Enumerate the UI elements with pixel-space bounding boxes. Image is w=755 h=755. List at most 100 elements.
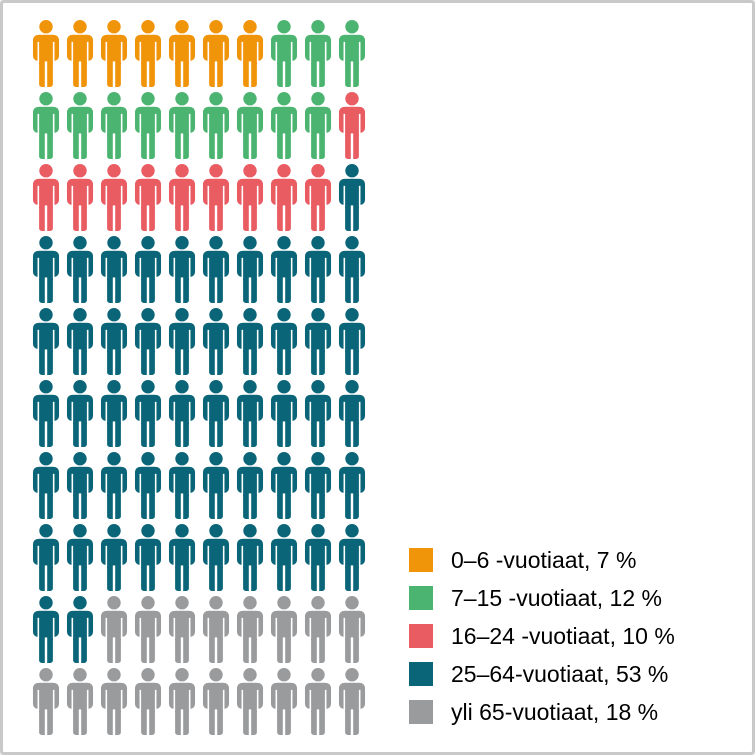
- person-icon: [303, 92, 333, 159]
- person-icon: [337, 380, 367, 447]
- person-icon: [65, 452, 95, 519]
- person-icon: [167, 92, 197, 159]
- person-icon: [269, 380, 299, 447]
- person-icon: [269, 308, 299, 375]
- person-icon: [201, 92, 231, 159]
- person-icon: [201, 164, 231, 231]
- person-icon: [99, 452, 129, 519]
- person-icon: [133, 20, 163, 87]
- person-icon: [31, 236, 61, 303]
- legend-item: yli 65-vuotiaat, 18 %: [409, 700, 675, 724]
- legend-item: 25–64-vuotiaat, 53 %: [409, 662, 675, 686]
- person-icon: [235, 380, 265, 447]
- person-icon: [133, 380, 163, 447]
- person-icon: [99, 236, 129, 303]
- person-icon: [99, 596, 129, 663]
- person-icon: [303, 164, 333, 231]
- person-icon: [133, 164, 163, 231]
- legend-item: 0–6 -vuotiaat, 7 %: [409, 548, 675, 572]
- person-icon: [99, 668, 129, 735]
- person-icon: [65, 20, 95, 87]
- person-icon: [167, 380, 197, 447]
- person-icon: [133, 236, 163, 303]
- person-icon: [99, 20, 129, 87]
- person-icon: [31, 92, 61, 159]
- person-icon: [269, 596, 299, 663]
- person-icon: [235, 20, 265, 87]
- person-icon: [31, 596, 61, 663]
- person-icon: [133, 308, 163, 375]
- person-icon: [167, 308, 197, 375]
- person-icon: [337, 92, 367, 159]
- person-icon: [133, 596, 163, 663]
- person-icon: [65, 596, 95, 663]
- person-icon: [303, 308, 333, 375]
- person-icon: [337, 20, 367, 87]
- person-icon: [167, 236, 197, 303]
- person-icon: [235, 596, 265, 663]
- person-icon: [65, 380, 95, 447]
- legend-item: 16–24 -vuotiaat, 10 %: [409, 624, 675, 648]
- person-icon: [31, 164, 61, 231]
- person-icon: [167, 164, 197, 231]
- person-icon: [337, 236, 367, 303]
- person-icon: [31, 308, 61, 375]
- person-icon: [303, 452, 333, 519]
- legend-label: 7–15 -vuotiaat, 12 %: [451, 585, 662, 611]
- person-icon: [31, 452, 61, 519]
- person-icon: [269, 668, 299, 735]
- person-icon: [235, 308, 265, 375]
- person-icon: [167, 20, 197, 87]
- person-icon: [303, 20, 333, 87]
- legend-swatch: [409, 624, 433, 648]
- person-icon: [269, 524, 299, 591]
- person-icon: [303, 596, 333, 663]
- person-icon: [99, 164, 129, 231]
- person-icon: [167, 596, 197, 663]
- person-icon: [269, 452, 299, 519]
- person-icon: [31, 524, 61, 591]
- person-icon: [167, 668, 197, 735]
- person-icon: [201, 452, 231, 519]
- person-icon: [31, 380, 61, 447]
- person-icon: [133, 452, 163, 519]
- person-icon: [99, 524, 129, 591]
- person-icon: [269, 236, 299, 303]
- person-icon: [99, 308, 129, 375]
- person-icon: [235, 668, 265, 735]
- person-icon: [303, 236, 333, 303]
- person-icon: [99, 380, 129, 447]
- person-icon: [269, 92, 299, 159]
- person-icon: [337, 668, 367, 735]
- legend-swatch: [409, 586, 433, 610]
- person-icon: [337, 524, 367, 591]
- person-icon: [201, 308, 231, 375]
- person-icon: [235, 452, 265, 519]
- person-icon: [235, 236, 265, 303]
- person-icon: [133, 524, 163, 591]
- person-icon: [235, 164, 265, 231]
- person-icon: [65, 524, 95, 591]
- person-icon: [235, 524, 265, 591]
- legend: 0–6 -vuotiaat, 7 % 7–15 -vuotiaat, 12 % 16…: [409, 548, 675, 724]
- person-icon: [269, 164, 299, 231]
- person-icon: [133, 668, 163, 735]
- person-icon: [337, 452, 367, 519]
- legend-swatch: [409, 548, 433, 572]
- person-icon: [167, 452, 197, 519]
- legend-label: 16–24 -vuotiaat, 10 %: [451, 623, 675, 649]
- legend-swatch: [409, 700, 433, 724]
- legend-label: 0–6 -vuotiaat, 7 %: [451, 547, 637, 573]
- legend-label: 25–64-vuotiaat, 53 %: [451, 661, 669, 687]
- person-icon: [201, 668, 231, 735]
- person-icon: [303, 668, 333, 735]
- legend-swatch: [409, 662, 433, 686]
- person-icon: [201, 236, 231, 303]
- person-icon: [201, 524, 231, 591]
- legend-label: yli 65-vuotiaat, 18 %: [451, 699, 659, 725]
- person-icon: [337, 596, 367, 663]
- person-icon: [303, 380, 333, 447]
- person-icon: [337, 308, 367, 375]
- legend-item: 7–15 -vuotiaat, 12 %: [409, 586, 675, 610]
- person-icon: [31, 20, 61, 87]
